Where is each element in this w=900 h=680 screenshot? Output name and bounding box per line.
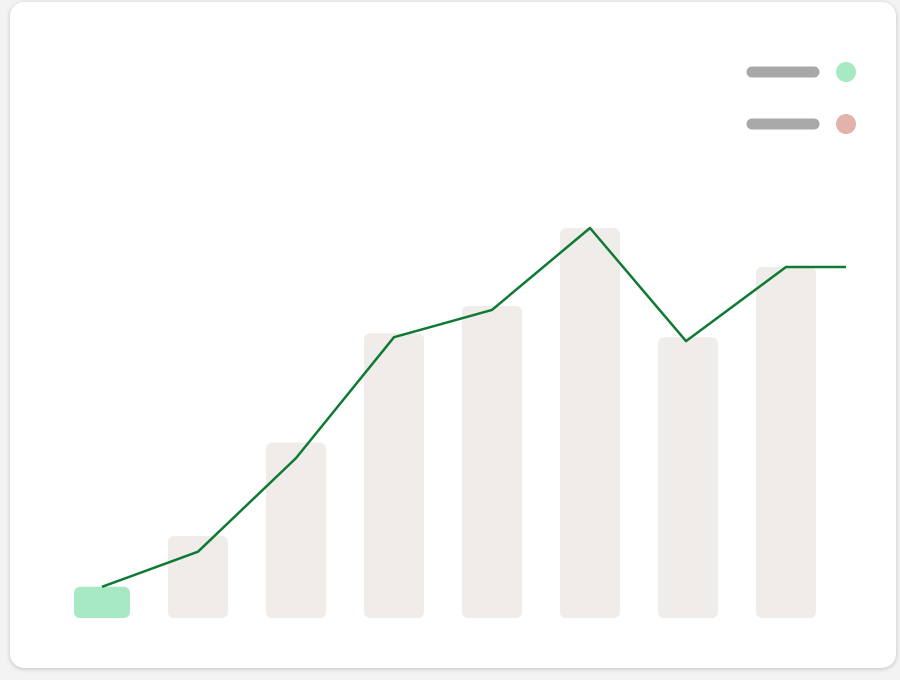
combo-bar-line-chart [74,62,856,618]
legend-dot-icon [836,114,856,134]
bar [462,306,522,618]
bar [658,337,718,618]
bar [364,333,424,618]
bar [756,267,816,618]
chart-card [10,2,896,668]
bar [168,536,228,618]
bar-highlighted [74,586,130,618]
bar [560,228,620,618]
legend-dot-icon [836,62,856,82]
bar [266,442,326,618]
line-series [101,226,846,588]
